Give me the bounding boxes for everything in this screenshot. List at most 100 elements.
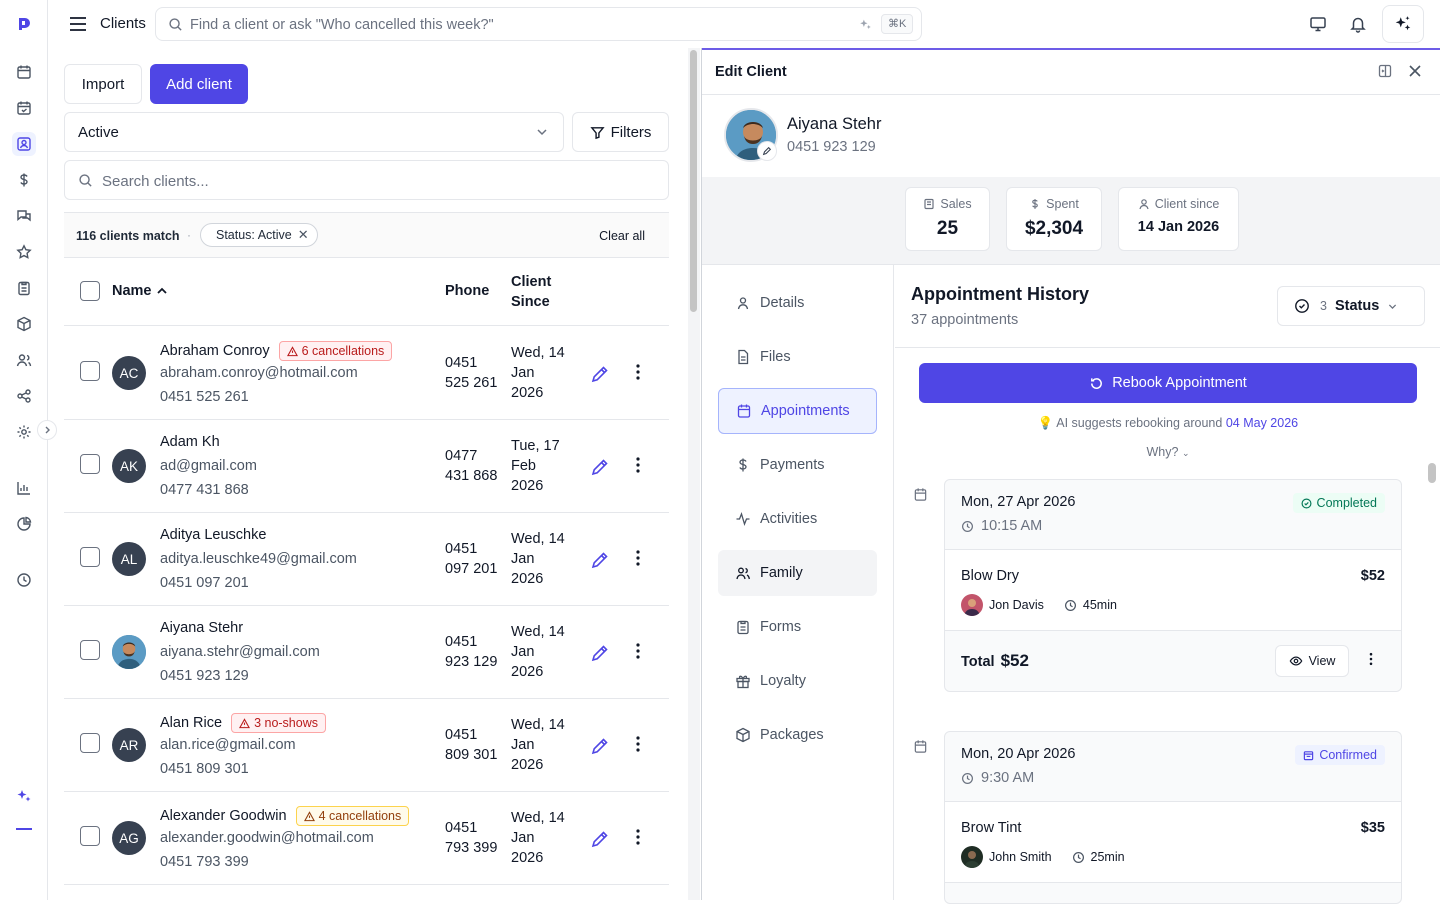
rebook-appointment-button[interactable]: Rebook Appointment	[919, 363, 1417, 403]
settings-icon[interactable]	[12, 420, 36, 444]
bell-icon[interactable]	[1344, 10, 1372, 38]
tab-family[interactable]: Family	[718, 550, 877, 596]
client-name[interactable]: Aiyana Stehr	[160, 620, 244, 636]
more-vertical-icon[interactable]	[628, 641, 648, 661]
tab-files[interactable]: Files	[718, 334, 877, 380]
box-icon[interactable]	[12, 312, 36, 336]
tab-details[interactable]: Details	[718, 280, 877, 326]
pencil-icon	[762, 146, 772, 156]
appointment-history-header: Appointment History 37 appointments 3 St…	[895, 265, 1440, 348]
clock-icon	[1064, 599, 1076, 611]
sparkle-icon[interactable]	[12, 784, 36, 808]
pie-chart-icon[interactable]	[12, 512, 36, 536]
appointment-card[interactable]: Mon, 20 Apr 2026 9:30 AM Confirmed Brow Tin…	[944, 731, 1402, 904]
row-checkbox[interactable]	[80, 640, 100, 660]
row-checkbox[interactable]	[80, 733, 100, 753]
filters-button[interactable]: Filters	[572, 112, 669, 152]
clear-all-button[interactable]: Clear all	[599, 229, 645, 243]
messages-icon[interactable]	[12, 204, 36, 228]
pencil-icon[interactable]	[590, 736, 610, 756]
ai-assistant-button[interactable]	[1382, 5, 1424, 43]
client-name[interactable]: Abraham Conroy	[160, 343, 270, 359]
status-filter-chip[interactable]: Status: Active ✕	[200, 223, 318, 247]
client-name[interactable]: Alan Rice	[160, 715, 223, 731]
add-client-button[interactable]: Add client	[150, 64, 248, 104]
close-icon[interactable]: ✕	[297, 227, 309, 242]
team-icon[interactable]	[12, 348, 36, 372]
more-vertical-icon[interactable]	[1363, 651, 1379, 667]
client-phone: 0451 809 301	[160, 761, 249, 777]
scrollbar-thumb[interactable]	[690, 50, 697, 312]
pencil-icon[interactable]	[590, 457, 610, 477]
table-row[interactable]: AK Adam Kh ad@gmail.com 0477 431 868 0477 431…	[64, 420, 669, 513]
dollar-icon[interactable]	[12, 168, 36, 192]
pencil-icon[interactable]	[590, 829, 610, 849]
status-label: Status	[1334, 298, 1380, 314]
clock-icon	[962, 520, 973, 532]
family-icon	[736, 567, 750, 580]
row-checkbox[interactable]	[80, 547, 100, 567]
table-row[interactable]: AL Aditya Leuschke aditya.leuschke49@gmail…	[64, 513, 669, 606]
tab-payments[interactable]: Payments	[718, 442, 877, 488]
tab-loyalty[interactable]: Loyalty	[718, 658, 877, 704]
since-cell: Wed, 14 Jan 2026	[511, 345, 565, 401]
row-checkbox[interactable]	[80, 361, 100, 381]
list-scrollbar[interactable]	[688, 48, 700, 900]
more-vertical-icon[interactable]	[628, 734, 648, 754]
why-toggle[interactable]: Why? ⌄	[895, 445, 1440, 459]
status-select[interactable]: Active	[64, 112, 564, 152]
pencil-icon[interactable]	[590, 364, 610, 384]
calendar-icon[interactable]	[12, 60, 36, 84]
client-name[interactable]: Adam Kh	[160, 434, 220, 450]
more-vertical-icon[interactable]	[628, 827, 648, 847]
check-circle-icon	[1301, 498, 1312, 508]
logo-icon[interactable]	[12, 12, 36, 36]
row-checkbox[interactable]	[80, 454, 100, 474]
table-row[interactable]: AG Alexander Goodwin 4 cancellations alexan…	[64, 792, 669, 885]
share-icon[interactable]	[12, 384, 36, 408]
rail-indicator	[16, 828, 32, 830]
clipboard-icon[interactable]	[12, 276, 36, 300]
view-button[interactable]: View	[1275, 645, 1349, 677]
tab-packages[interactable]: Packages	[718, 712, 877, 758]
avatar: AG	[112, 821, 146, 855]
chart-icon[interactable]	[12, 476, 36, 500]
status-filter-button[interactable]: 3 Status	[1277, 286, 1425, 326]
calendar-check-icon[interactable]	[12, 96, 36, 120]
import-button[interactable]: Import	[64, 64, 142, 104]
client-name[interactable]: Alexander Goodwin	[160, 808, 287, 824]
client-name[interactable]: Aditya Leuschke	[160, 527, 267, 543]
monitor-icon[interactable]	[1304, 10, 1332, 38]
clients-icon[interactable]	[12, 132, 36, 156]
menu-icon[interactable]	[68, 14, 88, 34]
pencil-icon[interactable]	[590, 550, 610, 570]
table-row[interactable]: AC Abraham Conroy 6 cancellations abraham.c…	[64, 327, 669, 420]
drawer-scrollbar-thumb[interactable]	[1428, 463, 1436, 483]
appointment-card[interactable]: Mon, 27 Apr 2026 10:15 AM Completed Blow Dr…	[944, 479, 1402, 692]
clock-icon[interactable]	[12, 568, 36, 592]
pencil-icon[interactable]	[590, 643, 610, 663]
more-vertical-icon[interactable]	[628, 455, 648, 475]
client-search-input[interactable]: Search clients...	[64, 160, 669, 200]
edit-avatar-button[interactable]	[757, 141, 777, 161]
time-label: 10:15 AM	[981, 518, 1043, 534]
avatar: AL	[112, 542, 146, 576]
select-all-checkbox[interactable]	[80, 281, 100, 301]
table-row[interactable]: AR Alan Rice 3 no-shows alan.rice@gmail.com…	[64, 699, 669, 792]
rail-toggle-button[interactable]	[37, 420, 57, 440]
global-search-input[interactable]: Find a client or ask "Who cancelled this…	[155, 7, 922, 41]
expand-icon[interactable]	[1378, 64, 1392, 78]
star-icon[interactable]	[12, 240, 36, 264]
table-row[interactable]: Aiyana Stehr aiyana.stehr@gmail.com 0451 9…	[64, 606, 669, 699]
row-checkbox[interactable]	[80, 826, 100, 846]
more-vertical-icon[interactable]	[628, 362, 648, 382]
drawer-accent-bar	[702, 48, 1440, 50]
tab-appointments[interactable]: Appointments	[718, 388, 877, 434]
tab-activities[interactable]: Activities	[718, 496, 877, 542]
tab-forms[interactable]: Forms	[718, 604, 877, 650]
close-icon[interactable]	[1408, 64, 1422, 78]
user-icon	[1139, 199, 1149, 210]
avatar	[961, 846, 983, 868]
more-vertical-icon[interactable]	[628, 548, 648, 568]
name-column-header[interactable]: Name	[112, 283, 168, 299]
